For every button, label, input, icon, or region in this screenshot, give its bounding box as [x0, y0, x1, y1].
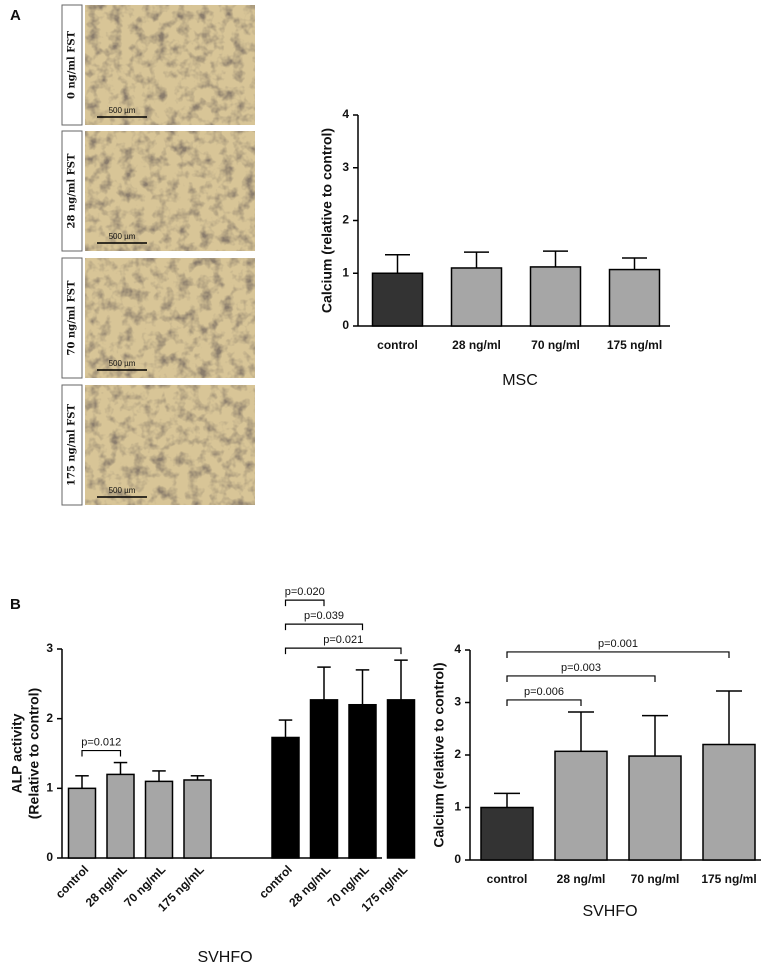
x-tick-label: 175 ng/ml — [607, 338, 662, 352]
bar — [628, 755, 682, 861]
x-tick-label: control — [53, 862, 92, 901]
y-tick-label: 3 — [342, 160, 349, 174]
error-bar — [355, 669, 370, 705]
y-tick-label: 1 — [46, 781, 53, 795]
label-box — [61, 4, 83, 126]
y-tick-label: 2 — [454, 747, 461, 761]
scale-label: 500 µm — [109, 106, 136, 115]
significance-bracket — [506, 699, 582, 706]
significance-bracket — [284, 647, 402, 655]
x-axis-label: SVHFO — [582, 903, 637, 920]
y-tick-label: 1 — [342, 265, 349, 279]
y-tick-label: 3 — [46, 641, 53, 655]
y-tick-label: 0 — [454, 852, 461, 866]
y-axis-label: (Relative to control) — [26, 688, 42, 819]
bar — [386, 699, 416, 859]
label-box — [61, 384, 83, 506]
error-bar — [543, 250, 568, 267]
panel-label: A — [10, 7, 21, 24]
x-tick-label: 70 ng/ml — [631, 872, 680, 886]
x-tick-label: 28 ng/ml — [452, 338, 501, 352]
error-bar — [113, 761, 128, 775]
y-tick-label: 0 — [46, 850, 53, 864]
error-bar — [568, 711, 594, 752]
bar — [554, 750, 608, 861]
error-bar — [716, 690, 742, 745]
bar — [309, 699, 339, 859]
bar — [271, 736, 300, 859]
x-tick-label: control — [377, 338, 418, 352]
y-axis-label: ALP activity — [9, 713, 25, 793]
scale-label: 500 µm — [109, 359, 136, 368]
p-value: p=0.012 — [81, 736, 121, 748]
micrograph — [85, 385, 255, 505]
p-value: p=0.006 — [524, 686, 564, 698]
bar — [608, 268, 661, 327]
x-tick-label: 70 ng/ml — [531, 338, 580, 352]
p-value: p=0.003 — [561, 662, 601, 674]
scale-label: 500 µm — [109, 232, 136, 241]
y-tick-label: 4 — [342, 107, 349, 121]
image-label: 70 ng/ml FST — [67, 280, 78, 355]
error-bar — [278, 719, 293, 738]
p-value: p=0.021 — [323, 634, 363, 646]
p-value: p=0.001 — [598, 638, 638, 650]
bar — [371, 272, 424, 327]
y-axis-label: Calcium (relative to control) — [319, 128, 335, 313]
p-value: p=0.020 — [285, 586, 325, 598]
error-bar — [642, 714, 668, 757]
y-tick-label: 0 — [342, 318, 349, 332]
bar — [106, 773, 135, 859]
error-bar — [385, 254, 410, 274]
x-axis-label: MSC — [502, 372, 538, 389]
significance-bracket — [506, 675, 656, 682]
error-bar — [464, 251, 489, 268]
bar — [450, 267, 503, 327]
bar — [144, 780, 174, 859]
image-label: 28 ng/ml FST — [67, 153, 78, 228]
bar — [183, 779, 212, 859]
error-bar — [622, 257, 647, 270]
error-bar — [190, 775, 205, 780]
error-bar — [394, 659, 408, 700]
micrograph — [85, 258, 255, 378]
image-label: 175 ng/ml FST — [67, 404, 78, 486]
significance-bracket — [284, 599, 325, 607]
label-box — [61, 130, 83, 252]
image-label: 0 ng/ml FST — [67, 30, 78, 99]
significance-bracket — [284, 623, 364, 631]
label-box — [61, 257, 83, 379]
y-tick-label: 3 — [454, 695, 461, 709]
y-axis-label: Calcium (relative to control) — [431, 662, 447, 847]
bar — [67, 787, 97, 859]
x-axis-label: SVHFO — [197, 949, 252, 966]
significance-bracket — [506, 651, 730, 658]
error-bar — [152, 770, 166, 782]
micrograph — [85, 5, 255, 125]
x-tick-label: 175 ng/ml — [701, 872, 756, 886]
error-bar — [75, 775, 89, 789]
error-bar — [494, 792, 520, 808]
error-bar — [317, 666, 331, 700]
panel-label: B — [10, 596, 21, 613]
scale-label: 500 µm — [109, 486, 136, 495]
y-tick-label: 2 — [342, 213, 349, 227]
x-tick-label: control — [256, 862, 295, 901]
bar — [702, 743, 756, 861]
micrograph — [85, 131, 255, 251]
y-tick-label: 1 — [454, 800, 461, 814]
significance-bracket — [81, 749, 122, 757]
y-tick-label: 4 — [454, 642, 461, 656]
bar — [348, 703, 377, 859]
p-value: p=0.039 — [304, 610, 344, 622]
x-tick-label: 28 ng/ml — [557, 872, 606, 886]
y-tick-label: 2 — [46, 711, 53, 725]
bar — [529, 266, 582, 327]
bar — [480, 806, 534, 861]
x-tick-label: control — [487, 872, 528, 886]
